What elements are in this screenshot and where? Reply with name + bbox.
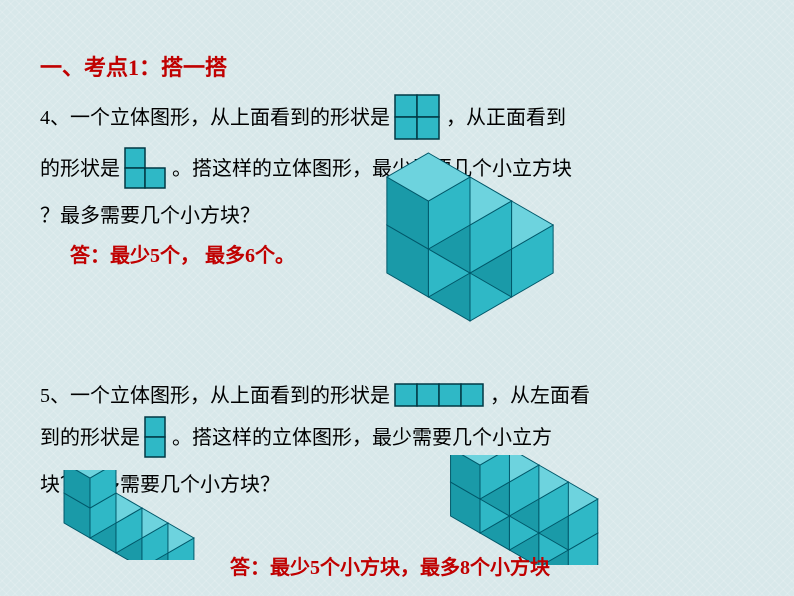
q4-front-view-icon <box>124 147 168 196</box>
q4-part3: 的形状是 <box>40 158 120 180</box>
q4-part1: 一个立体图形，从上面看到的形状是 <box>70 107 390 129</box>
q5-part2: ，从左面看 <box>490 385 590 407</box>
q4-part2: ，从正面看到 <box>446 107 566 129</box>
q5-answer: 答：最少5个小方块，最多8个小方块 <box>230 548 550 588</box>
q4-part5: ？最多需要几个小方块？ <box>40 205 260 227</box>
section-title: 一、考点1：搭一搭 <box>40 50 754 82</box>
q5-left-view-icon <box>144 416 168 465</box>
q5-num: 5、 <box>40 385 70 407</box>
q5-part4: 。搭这样的立体图形，最少需要几个小立方 <box>172 427 552 449</box>
q4-answer: 答：最少5个， 最多6个。 <box>70 245 295 267</box>
iso-figure-1 <box>350 145 590 350</box>
q5-top-view-icon <box>394 383 486 414</box>
q5-part1: 一个立体图形，从上面看到的形状是 <box>70 385 390 407</box>
q4-top-view-icon <box>394 94 442 147</box>
q4-num: 4、 <box>40 107 70 129</box>
iso-figure-2 <box>60 470 240 565</box>
q5-part3: 到的形状是 <box>40 427 140 449</box>
